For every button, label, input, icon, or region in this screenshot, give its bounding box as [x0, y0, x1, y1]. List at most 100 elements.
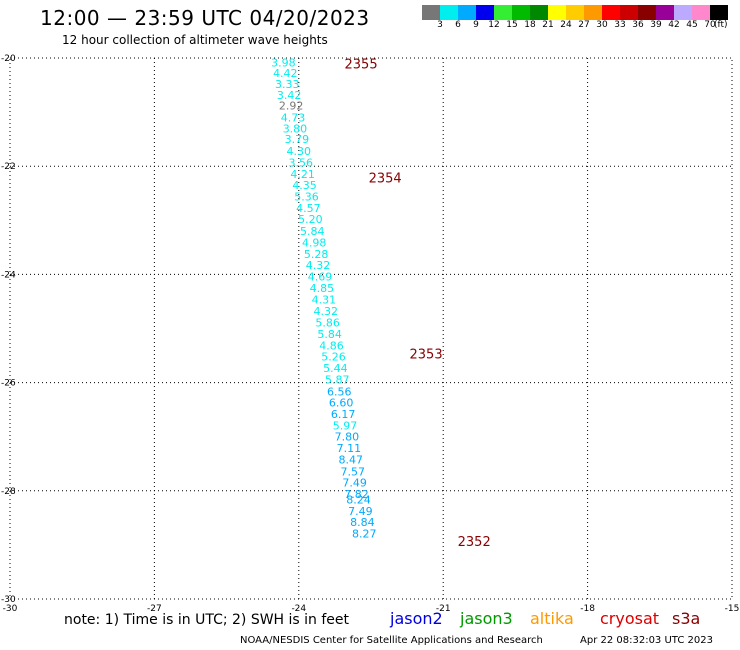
swh-label: 8.47: [339, 453, 364, 466]
x-tick-label: -27: [147, 604, 162, 614]
color-swatch: [692, 5, 710, 20]
swh-label: 5.36: [294, 190, 319, 203]
swh-label: 4.32: [306, 259, 331, 272]
plot-frame: [9, 57, 733, 600]
swh-label: 4.69: [308, 271, 333, 284]
color-legend-tick: 70: [704, 20, 716, 30]
color-swatch: [602, 5, 620, 20]
color-swatch: [476, 5, 494, 20]
axes: [9, 57, 733, 600]
swh-label: 7.57: [340, 465, 365, 478]
color-legend-tick: 42: [668, 20, 680, 30]
y-tick-label: -28: [1, 487, 16, 497]
color-legend-tick: 21: [542, 20, 554, 30]
color-legend-tick: 30: [596, 20, 608, 30]
swh-label: 2.92: [279, 100, 304, 113]
swh-label: 7.82: [344, 488, 369, 501]
color-swatch: [656, 5, 674, 20]
color-swatch: [638, 5, 656, 20]
color-swatch: [674, 5, 692, 20]
y-tick-label: -22: [1, 162, 16, 172]
x-tick-label: -30: [3, 604, 18, 614]
swh-label: 7.11: [337, 442, 362, 455]
swh-label: 7.80: [335, 431, 360, 444]
footer-timestamp: Apr 22 08:32:03 UTC 2023: [580, 635, 713, 646]
x-tick-label: -21: [436, 604, 451, 614]
swh-label: 8.24: [346, 493, 371, 506]
x-tick-label: -18: [580, 604, 595, 614]
y-tick-label: -26: [1, 379, 16, 389]
pass-number-label: 2354: [369, 172, 402, 187]
color-swatch: [512, 5, 530, 20]
x-tick-label: -15: [725, 604, 740, 614]
mission-legend-item: jason2: [390, 609, 443, 628]
swh-label: 4.32: [314, 305, 339, 318]
pass-number-label: 2352: [458, 535, 491, 550]
swh-label: 5.97: [333, 419, 358, 432]
swh-label: 4.73: [281, 112, 306, 125]
color-swatch: [494, 5, 512, 20]
swh-label: 4.42: [273, 67, 298, 80]
swh-label: 6.17: [331, 408, 356, 421]
swh-label: 4.86: [319, 339, 344, 352]
color-legend-tick: 3: [437, 20, 443, 30]
swh-label: 5.28: [304, 248, 329, 261]
swh-label: 4.85: [310, 282, 335, 295]
pass-labels: 2355 2354 2353 2352: [345, 57, 491, 550]
color-legend-tick: 9: [473, 20, 479, 30]
swh-label: 4.31: [312, 293, 337, 306]
swh-label: 8.27: [352, 528, 377, 541]
mission-legend-item: s3a: [672, 609, 701, 628]
swh-label: 3.42: [277, 89, 302, 102]
y-tick-label: -30: [1, 595, 16, 605]
color-swatch: [422, 5, 440, 20]
color-swatch: [548, 5, 566, 20]
swh-label: 4.57: [296, 202, 321, 215]
color-legend-tick: 39: [650, 20, 662, 30]
swh-label: 4.30: [287, 145, 312, 158]
color-legend-tick: 27: [578, 20, 590, 30]
color-swatch: [440, 5, 458, 20]
grid-lines: [10, 58, 732, 599]
color-swatch: [458, 5, 476, 20]
color-legend-tick: 33: [614, 20, 626, 30]
color-legend-ticks: 3 6 9 12 15 18 21 24 27 30 33 36 39 42 45 70: [422, 20, 740, 34]
color-swatch: [710, 5, 728, 20]
swh-label: 4.35: [292, 179, 317, 192]
swh-label: 3.56: [288, 156, 313, 169]
color-swatch: [566, 5, 584, 20]
swh-label: 5.87: [325, 373, 350, 386]
color-legend-tick: 12: [488, 20, 500, 30]
swh-label: 7.49: [342, 477, 367, 490]
color-swatch: [530, 5, 548, 20]
footer-credit: NOAA/NESDIS Center for Satellite Applica…: [240, 635, 543, 646]
swh-label: 5.26: [321, 351, 346, 364]
color-swatch: [620, 5, 638, 20]
chart-title: 12:00 — 23:59 UTC 04/20/2023: [40, 6, 370, 30]
y-tick-label: -24: [1, 270, 16, 280]
pass-number-label: 2355: [345, 57, 378, 72]
swh-color-legend: [422, 5, 728, 20]
color-swatch: [584, 5, 602, 20]
swh-label: 7.49: [348, 505, 373, 518]
color-legend-tick: 45: [686, 20, 698, 30]
swh-label: 5.86: [315, 317, 340, 330]
color-legend-tick: 18: [524, 20, 536, 30]
pass-number-label: 2353: [410, 347, 443, 362]
swh-labels: 3.984.423.333.422.924.733.803.794.303.56…: [271, 56, 376, 540]
swh-label: 3.79: [285, 133, 310, 146]
color-legend-tick: 15: [506, 20, 518, 30]
swh-label: 3.33: [275, 78, 300, 91]
chart-subtitle: 12 hour collection of altimeter wave hei…: [62, 33, 328, 47]
swh-label: 3.98: [271, 56, 296, 69]
swh-label: 5.20: [298, 213, 323, 226]
swh-label: 3.80: [283, 122, 308, 135]
color-legend-tick: 6: [455, 20, 461, 30]
x-tick-label: -24: [291, 604, 306, 614]
swh-label: 4.98: [302, 236, 327, 249]
swh-label: 6.60: [329, 397, 354, 410]
swh-label: 5.84: [300, 225, 325, 238]
y-tick-label: -20: [1, 54, 16, 64]
mission-legend-item: cryosat: [600, 609, 660, 628]
